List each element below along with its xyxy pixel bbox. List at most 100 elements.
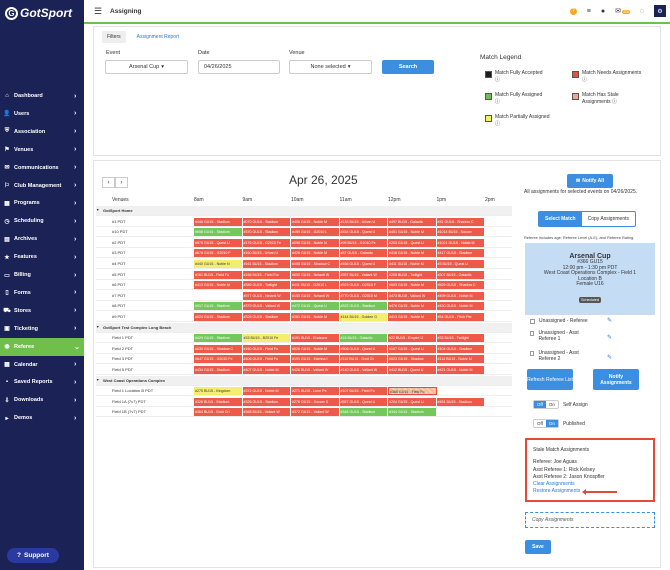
match-cell[interactable]: #54 GU15 - Pitch Per xyxy=(436,313,485,321)
match-cell[interactable]: #372 GU15 - Noble M xyxy=(242,387,291,396)
match-cell[interactable]: #647 GU15 - G2010 Fe xyxy=(194,355,243,364)
match-cell[interactable]: #18 BU15 - Galactic xyxy=(339,334,388,343)
match-cell[interactable]: #526 GU15 - Noble M xyxy=(291,344,340,353)
slot-ar1[interactable]: Unassigned - Asst Referee 1 xyxy=(530,330,590,342)
match-cell[interactable]: #161 BU15 - Field Fo xyxy=(194,270,243,279)
sidebar-item-saved-reports[interactable]: ▪ Saved Reports › xyxy=(0,373,84,391)
mail-icon[interactable]: ✉ 326 xyxy=(615,8,630,15)
match-cell[interactable]: #413 GU15 - Noble M xyxy=(194,281,243,290)
sidebar-item-features[interactable]: ★ Features › xyxy=(0,248,84,266)
collapse-icon[interactable]: ▼ xyxy=(96,377,100,382)
sidebar-item-stores[interactable]: ⛟ Stores › xyxy=(0,302,84,320)
match-cell[interactable]: #107 BU15 - Field Fo xyxy=(339,387,388,396)
tab-copy-assignments[interactable]: Copy Assignments xyxy=(587,216,629,222)
match-cell[interactable]: #325 GU15 - Stadium xyxy=(242,313,291,321)
sidebar-item-users[interactable]: 👤 Users › xyxy=(0,105,84,123)
match-cell[interactable]: #658 GU15 - Stadium xyxy=(194,228,243,237)
match-cell[interactable]: #275 BU15 - Kingdom xyxy=(194,387,243,396)
match-cell[interactable]: #104 GU15 - Stadium xyxy=(436,344,485,353)
match-cell[interactable]: #114 BU15 - Noble M xyxy=(436,355,485,364)
match-cell[interactable]: #473 BU15 - Valiant W xyxy=(388,291,437,300)
match-cell[interactable]: #522 GU15 - Stadium xyxy=(339,302,388,311)
match-cell[interactable]: #523 GU15 - Shadow xyxy=(388,355,437,364)
sidebar-item-club-management[interactable]: ⚐ Club Management › xyxy=(0,177,84,195)
match-cell[interactable]: #3 BU15 - Quest U xyxy=(436,260,485,268)
sidebar-item-calendar[interactable]: ▦ Calendar › xyxy=(0,356,84,374)
match-cell[interactable]: #203 GU15 - Quest U xyxy=(388,238,437,247)
match-cell[interactable]: #434 GU15 - Stadium xyxy=(194,366,243,374)
edit-ar1-icon[interactable]: ✎ xyxy=(607,335,613,341)
notify-all-button[interactable]: ✉ Notify All xyxy=(567,174,613,188)
off-option[interactable]: Off xyxy=(537,421,543,426)
match-cell[interactable]: #497 BU15 - Galactic xyxy=(388,217,437,226)
match-cell[interactable]: #598 GU15 - Noble N xyxy=(291,238,340,247)
match-cell[interactable]: #1014 BU15 - Soccer xyxy=(436,228,485,237)
prev-day-button[interactable]: ‹ xyxy=(102,177,115,188)
match-cell[interactable]: #770 GU15 - G2010 M xyxy=(339,291,388,300)
match-cell[interactable]: #476 GU15 - Noble M xyxy=(388,302,437,311)
save-button[interactable]: Save xyxy=(525,540,551,554)
match-cell[interactable]: #412 BU15 - Quest U xyxy=(388,366,437,374)
match-cell[interactable]: #364 BU15 - Gold Gri xyxy=(194,408,243,417)
match-cell[interactable]: #326 BU15 - Stadium xyxy=(194,397,243,406)
match-cell[interactable]: #366 GU15 - Field Fo xyxy=(388,387,437,396)
match-cell[interactable]: #600 GU15 - Nelanti W xyxy=(291,270,340,279)
match-cell[interactable]: #446 GU15 - Stadium xyxy=(194,217,243,226)
event-select[interactable]: Arsenal Cup ▾ xyxy=(105,60,188,74)
match-cell[interactable]: #426 GU15 - Noble M xyxy=(291,249,340,258)
match-cell[interactable]: #161 BU15 - Stadium xyxy=(242,260,291,268)
match-cell[interactable]: #557 GU15 - Quest U xyxy=(339,397,388,406)
sidebar-item-communications[interactable]: ✉ Communications › xyxy=(0,159,84,177)
sidebar-item-dashboard[interactable]: ⌂ Dashboard › xyxy=(0,87,84,105)
sidebar-item-ticketing[interactable]: ▣ Ticketing › xyxy=(0,320,84,338)
date-input[interactable]: 04/26/2025 xyxy=(198,60,280,74)
match-cell[interactable]: #204 GU15 - Quest U xyxy=(388,397,437,406)
match-cell[interactable]: #144 BU15 - Golden G xyxy=(339,313,388,321)
menu-icon[interactable]: ☰ xyxy=(94,5,103,16)
collapse-icon[interactable]: ▼ xyxy=(96,324,100,329)
match-cell[interactable]: #381 GU15 - Noble M xyxy=(291,313,340,321)
sidebar-item-referee[interactable]: ◉ Referee ⌄ xyxy=(0,337,84,356)
match-cell[interactable]: #456 GU15 - Quest U xyxy=(339,260,388,268)
match-cell[interactable]: #22 BU15 - Empire U xyxy=(388,334,437,343)
sidebar-item-billing[interactable]: ▭ Billing › xyxy=(0,266,84,284)
match-cell[interactable]: #575 GU15 - Quest U xyxy=(194,238,243,247)
slot-ar2[interactable]: Unassigned - Asst Referee 2 xyxy=(530,350,590,362)
sidebar-item-demos[interactable]: ▸ Demos › xyxy=(0,409,84,427)
match-cell[interactable]: #191 BU15 - Endzone xyxy=(291,334,340,343)
edit-ar2-icon[interactable]: ✎ xyxy=(607,355,613,361)
sidebar-item-association[interactable]: ⛨ Association › xyxy=(0,123,84,141)
match-cell[interactable]: #271 BU15 - Lone Pe xyxy=(291,387,340,396)
match-cell[interactable]: #429 GU15 - Stadium xyxy=(194,334,243,343)
match-cell[interactable]: #417 GU15 - Stadium xyxy=(436,249,485,258)
copy-assignments-input[interactable]: Copy Assignments xyxy=(525,512,655,528)
match-cell[interactable]: #344 GU15 - Stadium xyxy=(388,408,437,417)
match-cell[interactable]: #406 GU15 - Noble M xyxy=(291,217,340,226)
match-cell[interactable]: #411 GU15 - Noble M xyxy=(388,260,437,268)
sidebar-item-downloads[interactable]: ⇩ Downloads › xyxy=(0,391,84,409)
match-cell[interactable]: #133 BU15 - Urban U xyxy=(339,217,388,226)
match-cell[interactable]: #389 GU15 - Twilight xyxy=(242,281,291,290)
match-cell[interactable]: #413 GU15 - Noble M xyxy=(388,313,437,321)
match-cell[interactable]: #176 GU15 - G2010 Fe xyxy=(242,238,291,247)
match-cell[interactable]: #517 GU15 - Stadium xyxy=(194,302,243,311)
match-cell[interactable]: #160 BU15 - Urban U xyxy=(242,249,291,258)
match-cell[interactable]: #401 GU15 - Noble M xyxy=(388,228,437,237)
tab-filters[interactable]: Filters xyxy=(102,31,126,43)
edit-referee-icon[interactable]: ✎ xyxy=(607,318,613,324)
tab-assignment-report[interactable]: Assignment Report xyxy=(136,34,180,40)
slot-checkbox[interactable] xyxy=(530,331,535,336)
list-icon[interactable]: ≡ xyxy=(586,7,591,15)
match-cell[interactable]: #603 GU15 - Noble M xyxy=(388,281,437,290)
match-cell[interactable]: #523 GU15 - G2010 F xyxy=(339,281,388,290)
match-cell[interactable]: #191 GU15 - Mamba I xyxy=(291,355,340,364)
chat-icon[interactable]: ◌ xyxy=(639,7,644,15)
match-cell[interactable]: #155 GU15 - Nelanti W xyxy=(291,291,340,300)
match-cell[interactable]: #1021 GU15 - Noble M xyxy=(436,238,485,247)
match-cell[interactable]: #577 GU15 - Nelanti W xyxy=(242,291,291,300)
avatar[interactable]: ⚙ xyxy=(654,5,666,17)
match-cell[interactable]: #15 BU15 - B2010 Fe xyxy=(242,334,291,343)
slot-referee[interactable]: Unassigned - Referee xyxy=(530,318,588,324)
match-cell[interactable]: #372 GU15 - Valiant W xyxy=(291,408,340,417)
on-option[interactable]: On xyxy=(545,420,558,427)
